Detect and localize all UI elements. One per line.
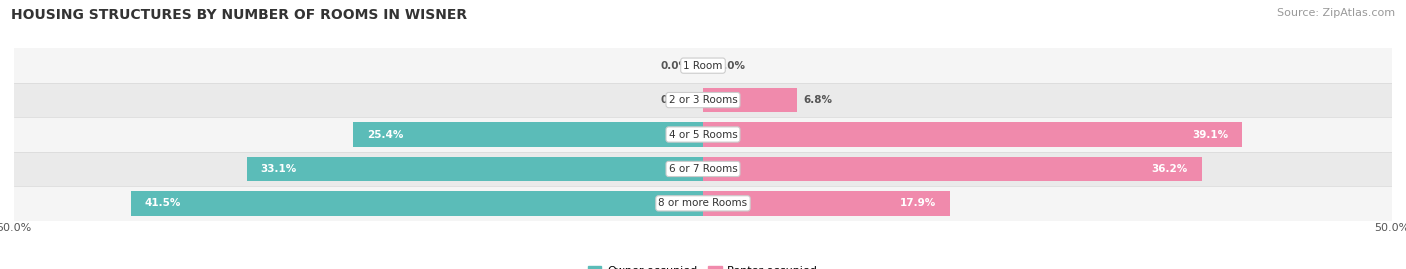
Bar (247, 157, 703, 181)
Bar (14, 48, 1392, 83)
Bar (703, 122, 1241, 147)
Text: 6 or 7 Rooms: 6 or 7 Rooms (669, 164, 737, 174)
Text: HOUSING STRUCTURES BY NUMBER OF ROOMS IN WISNER: HOUSING STRUCTURES BY NUMBER OF ROOMS IN… (11, 8, 467, 22)
Bar (14, 186, 1392, 221)
Text: 0.0%: 0.0% (661, 95, 689, 105)
Bar (14, 152, 1392, 186)
Bar (353, 122, 703, 147)
Bar (703, 157, 1202, 181)
Bar (703, 191, 949, 216)
Bar (14, 117, 1392, 152)
Text: 41.5%: 41.5% (145, 198, 181, 208)
Text: 0.0%: 0.0% (717, 61, 745, 71)
Text: 39.1%: 39.1% (1192, 129, 1227, 140)
Text: 0.0%: 0.0% (661, 61, 689, 71)
Bar (703, 88, 797, 112)
Bar (14, 83, 1392, 117)
Text: 4 or 5 Rooms: 4 or 5 Rooms (669, 129, 737, 140)
Text: 33.1%: 33.1% (260, 164, 297, 174)
Text: 8 or more Rooms: 8 or more Rooms (658, 198, 748, 208)
Bar (131, 191, 703, 216)
Text: 36.2%: 36.2% (1152, 164, 1188, 174)
Text: 17.9%: 17.9% (900, 198, 936, 208)
Legend: Owner-occupied, Renter-occupied: Owner-occupied, Renter-occupied (583, 261, 823, 269)
Text: 2 or 3 Rooms: 2 or 3 Rooms (669, 95, 737, 105)
Text: 1 Room: 1 Room (683, 61, 723, 71)
Text: 6.8%: 6.8% (804, 95, 832, 105)
Text: 25.4%: 25.4% (367, 129, 404, 140)
Text: Source: ZipAtlas.com: Source: ZipAtlas.com (1277, 8, 1395, 18)
